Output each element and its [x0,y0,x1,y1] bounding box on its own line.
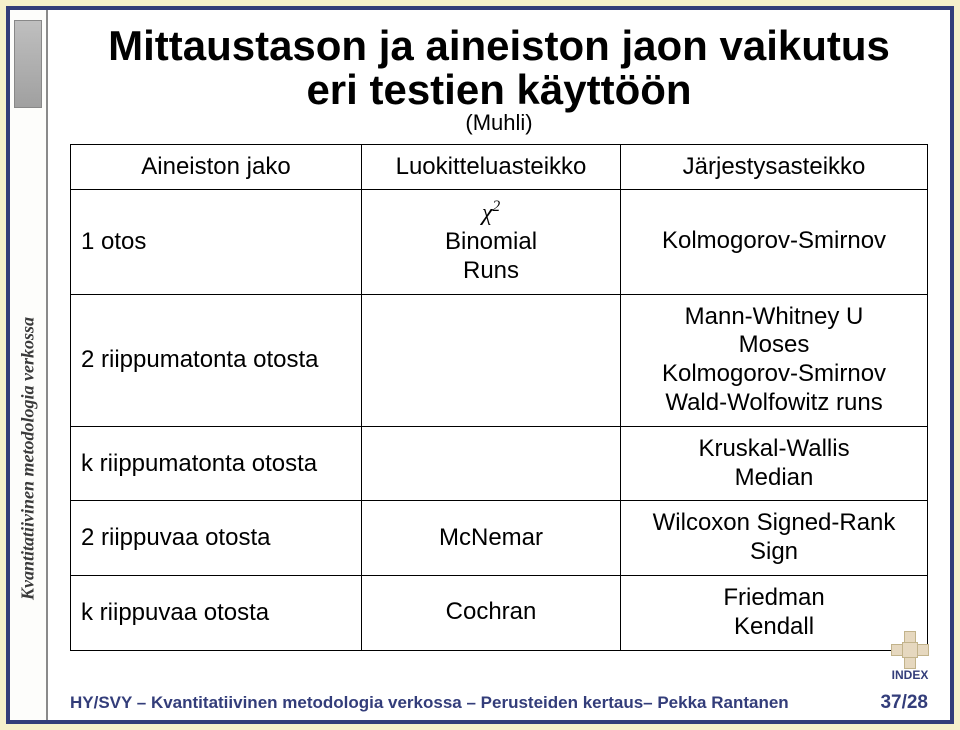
footer: HY/SVY – Kvantitatiivinen metodologia ve… [48,692,950,714]
table-row: k riippuvaa otostaCochranFriedmanKendall [71,575,928,650]
table-row: k riippumatonta otosta Kruskal-WallisMed… [71,426,928,501]
slide-frame: Kvantitatiivinen metodologia verkossa Mi… [6,6,954,724]
slide-title: Mittaustason ja aineiston jaon vaikutus … [70,24,928,112]
index-label: INDEX [884,668,936,682]
footer-text: HY/SVY – Kvantitatiivinen metodologia ve… [70,693,870,713]
row-luokittelu: Cochran [361,575,620,650]
table-body: 1 otosχ2BinomialRunsKolmogorov-Smirnov2 … [71,190,928,650]
header-jarjestysasteikko: Järjestysasteikko [621,145,928,190]
row-luokittelu: χ2BinomialRuns [361,190,620,294]
title-line-1: Mittaustason ja aineiston jaon vaikutus [70,24,928,68]
row-luokittelu [361,426,620,501]
table-row: 2 riippumatonta otosta Mann-Whitney UMos… [71,294,928,426]
page-number: 37/28 [880,692,928,714]
row-label: 1 otos [71,190,362,294]
index-badge[interactable]: INDEX [884,633,936,682]
tests-table: Aineiston jako Luokitteluasteikko Järjes… [70,144,928,650]
sidebar: Kvantitatiivinen metodologia verkossa [10,10,48,720]
table-row: 1 otosχ2BinomialRunsKolmogorov-Smirnov [71,190,928,294]
row-jarjestys: Mann-Whitney UMosesKolmogorov-SmirnovWal… [621,294,928,426]
row-label: k riippuvaa otosta [71,575,362,650]
row-jarjestys: Kolmogorov-Smirnov [621,190,928,294]
table-header-row: Aineiston jako Luokitteluasteikko Järjes… [71,145,928,190]
sidebar-logo [14,20,42,108]
row-luokittelu [361,294,620,426]
row-label: k riippumatonta otosta [71,426,362,501]
content-area: Mittaustason ja aineiston jaon vaikutus … [48,10,950,720]
row-jarjestys: Wilcoxon Signed-RankSign [621,501,928,576]
table-row: 2 riippuvaa otostaMcNemarWilcoxon Signed… [71,501,928,576]
slide-subtitle: (Muhli) [70,110,928,136]
row-jarjestys: FriedmanKendall [621,575,928,650]
row-label: 2 riippumatonta otosta [71,294,362,426]
header-luokitteluasteikko: Luokitteluasteikko [361,145,620,190]
row-jarjestys: Kruskal-WallisMedian [621,426,928,501]
row-luokittelu: McNemar [361,501,620,576]
index-icon [893,633,927,667]
row-label: 2 riippuvaa otosta [71,501,362,576]
sidebar-title: Kvantitatiivinen metodologia verkossa [18,317,39,600]
header-aineiston-jako: Aineiston jako [71,145,362,190]
title-line-2: eri testien käyttöön [70,68,928,112]
